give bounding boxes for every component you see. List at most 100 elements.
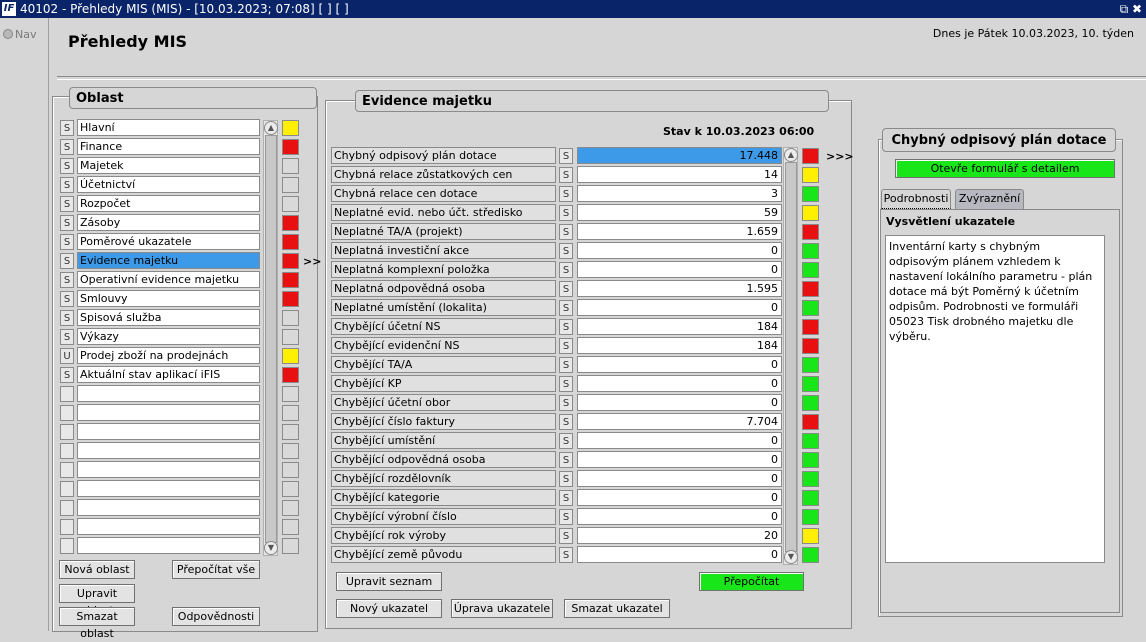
indicator-label[interactable]: Chybná relace cen dotace bbox=[331, 185, 556, 202]
indicator-label[interactable]: Chybějící kategorie bbox=[331, 489, 556, 506]
oblast-row-s-button[interactable]: S bbox=[60, 196, 74, 212]
scroll-thumb[interactable] bbox=[785, 162, 797, 552]
oblast-row-s-button[interactable]: S bbox=[60, 329, 74, 345]
window-controls-icon[interactable]: ⧉ ✖ bbox=[1119, 2, 1142, 16]
scroll-thumb[interactable] bbox=[265, 135, 277, 543]
indicator-label[interactable]: Chybějící země původu bbox=[331, 546, 556, 563]
indicator-s-button[interactable]: S bbox=[559, 414, 573, 430]
oblast-row-s-button[interactable]: S bbox=[60, 120, 74, 136]
indicator-s-button[interactable]: S bbox=[559, 262, 573, 278]
indicator-s-button[interactable]: S bbox=[559, 547, 573, 563]
oblast-row-label[interactable]: Spisová služba bbox=[77, 309, 260, 326]
oblast-row-label[interactable]: Zásoby bbox=[77, 214, 260, 231]
oblast-row-label[interactable] bbox=[77, 518, 260, 535]
oblast-row-s-button[interactable]: S bbox=[60, 139, 74, 155]
oblast-row-s-button[interactable]: S bbox=[60, 158, 74, 174]
oblast-row-s-button[interactable] bbox=[60, 443, 74, 459]
oblast-row-label[interactable] bbox=[77, 537, 260, 554]
indicator-label[interactable]: Chybějící účetní obor bbox=[331, 394, 556, 411]
scroll-down-icon[interactable]: ▼ bbox=[264, 541, 278, 555]
new-indicator-button[interactable]: Nový ukazatel bbox=[336, 599, 442, 618]
edit-indicator-button[interactable]: Úprava ukazatele bbox=[451, 599, 553, 618]
indicator-label[interactable]: Chybějící účetní NS bbox=[331, 318, 556, 335]
oblast-row-label[interactable]: Finance bbox=[77, 138, 260, 155]
indicator-label[interactable]: Chybná relace zůstatkových cen bbox=[331, 166, 556, 183]
indicator-label[interactable]: Chybný odpisový plán dotace bbox=[331, 147, 556, 164]
new-oblast-button[interactable]: Nová oblast bbox=[59, 560, 135, 579]
indicator-label[interactable]: Neplatná investiční akce bbox=[331, 242, 556, 259]
oblast-row-s-button[interactable]: S bbox=[60, 272, 74, 288]
indicator-s-button[interactable]: S bbox=[559, 357, 573, 373]
responsibilities-button[interactable]: Odpovědnosti bbox=[172, 607, 260, 626]
indicator-s-button[interactable]: S bbox=[559, 319, 573, 335]
oblast-row-label[interactable] bbox=[77, 385, 260, 402]
indicator-s-button[interactable]: S bbox=[559, 471, 573, 487]
scroll-up-icon[interactable]: ▲ bbox=[784, 148, 798, 162]
edit-oblast-button[interactable]: Upravit oblast bbox=[59, 584, 135, 617]
indicator-label[interactable]: Chybějící evidenční NS bbox=[331, 337, 556, 354]
oblast-row-label[interactable] bbox=[77, 423, 260, 440]
indicator-s-button[interactable]: S bbox=[559, 205, 573, 221]
oblast-row-label[interactable]: Majetek bbox=[77, 157, 260, 174]
oblast-row-label[interactable]: Hlavní bbox=[77, 119, 260, 136]
oblast-row-s-button[interactable] bbox=[60, 519, 74, 535]
indicator-label[interactable]: Chybějící rozdělovník bbox=[331, 470, 556, 487]
indicator-label[interactable]: Neplatné umístění (lokalita) bbox=[331, 299, 556, 316]
indicator-label[interactable]: Neplatné evid. nebo účt. středisko bbox=[331, 204, 556, 221]
indicator-s-button[interactable]: S bbox=[559, 452, 573, 468]
edit-list-button[interactable]: Upravit seznam bbox=[336, 572, 442, 591]
oblast-row-label[interactable] bbox=[77, 480, 260, 497]
oblast-row-s-button[interactable]: S bbox=[60, 310, 74, 326]
open-detail-button[interactable]: Otevře formulář s detailem bbox=[895, 159, 1115, 178]
oblast-row-s-button[interactable] bbox=[60, 538, 74, 554]
indicator-s-button[interactable]: S bbox=[559, 243, 573, 259]
indicator-s-button[interactable]: S bbox=[559, 167, 573, 183]
oblast-row-s-button[interactable] bbox=[60, 500, 74, 516]
delete-indicator-button[interactable]: Smazat ukazatel bbox=[564, 599, 670, 618]
indicator-s-button[interactable]: S bbox=[559, 224, 573, 240]
oblast-row-s-button[interactable]: S bbox=[60, 234, 74, 250]
tab-highlight[interactable]: Zvýraznění bbox=[955, 189, 1024, 209]
indicator-label[interactable]: Chybějící KP bbox=[331, 375, 556, 392]
indicator-s-button[interactable]: S bbox=[559, 376, 573, 392]
oblast-row-label[interactable]: Účetnictví bbox=[77, 176, 260, 193]
recalc-all-button[interactable]: Přepočítat vše bbox=[172, 560, 260, 579]
oblast-row-s-button[interactable] bbox=[60, 462, 74, 478]
indicator-label[interactable]: Chybějící číslo faktury bbox=[331, 413, 556, 430]
indicator-label[interactable]: Neplatné TA/A (projekt) bbox=[331, 223, 556, 240]
indicator-s-button[interactable]: S bbox=[559, 148, 573, 164]
oblast-row-label[interactable]: Evidence majetku bbox=[77, 252, 260, 269]
recalc-button[interactable]: Přepočítat bbox=[699, 572, 804, 591]
indicator-s-button[interactable]: S bbox=[559, 433, 573, 449]
oblast-row-label[interactable]: Výkazy bbox=[77, 328, 260, 345]
oblast-row-s-button[interactable]: S bbox=[60, 253, 74, 269]
indicator-s-button[interactable]: S bbox=[559, 395, 573, 411]
oblast-row-label[interactable] bbox=[77, 461, 260, 478]
tab-details[interactable]: Podrobnosti bbox=[881, 189, 951, 209]
oblast-row-label[interactable]: Prodej zboží na prodejnách bbox=[77, 347, 260, 364]
indicator-s-button[interactable]: S bbox=[559, 281, 573, 297]
indicator-s-button[interactable]: S bbox=[559, 490, 573, 506]
oblast-row-s-button[interactable] bbox=[60, 405, 74, 421]
nav-toggle[interactable]: Nav bbox=[3, 28, 36, 41]
scroll-down-icon[interactable]: ▼ bbox=[784, 550, 798, 564]
oblast-row-label[interactable]: Aktuální stav aplikací iFIS bbox=[77, 366, 260, 383]
oblast-row-label[interactable]: Rozpočet bbox=[77, 195, 260, 212]
oblast-row-label[interactable]: Operativní evidence majetku bbox=[77, 271, 260, 288]
indicator-label[interactable]: Chybějící rok výroby bbox=[331, 527, 556, 544]
indicator-label[interactable]: Chybějící odpovědná osoba bbox=[331, 451, 556, 468]
oblast-row-s-button[interactable]: U bbox=[60, 348, 74, 364]
indicator-label[interactable]: Neplatná komplexní položka bbox=[331, 261, 556, 278]
oblast-row-s-button[interactable]: S bbox=[60, 291, 74, 307]
oblast-row-label[interactable]: Poměrové ukazatele bbox=[77, 233, 260, 250]
indicator-label[interactable]: Chybějící umístění bbox=[331, 432, 556, 449]
indicator-s-button[interactable]: S bbox=[559, 528, 573, 544]
oblast-row-label[interactable] bbox=[77, 442, 260, 459]
oblast-row-s-button[interactable] bbox=[60, 424, 74, 440]
indicator-s-button[interactable]: S bbox=[559, 509, 573, 525]
oblast-row-s-button[interactable]: S bbox=[60, 215, 74, 231]
scroll-up-icon[interactable]: ▲ bbox=[264, 121, 278, 135]
indicator-s-button[interactable]: S bbox=[559, 186, 573, 202]
indicator-s-button[interactable]: S bbox=[559, 300, 573, 316]
delete-oblast-button[interactable]: Smazat oblast bbox=[59, 607, 135, 640]
